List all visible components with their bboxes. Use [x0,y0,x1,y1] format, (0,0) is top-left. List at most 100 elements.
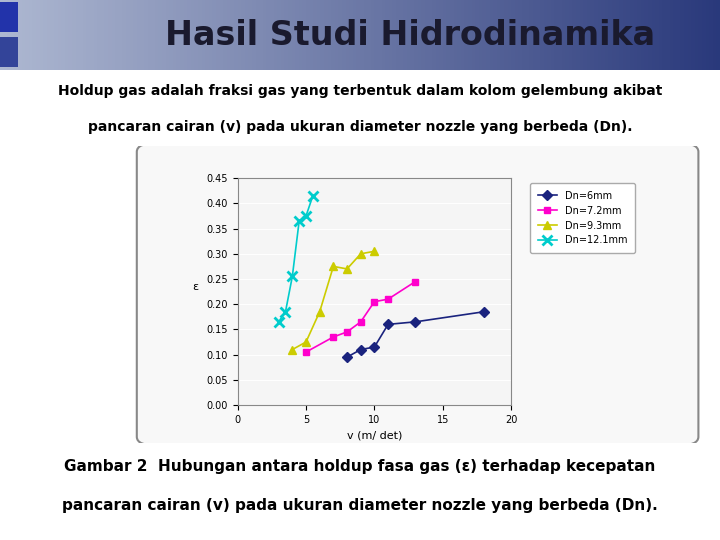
Bar [252,0,256,70]
Bar [659,0,662,70]
Bar [691,0,695,70]
Bar [526,0,529,70]
Bar [695,0,698,70]
Bar [313,0,317,70]
Bar [94,0,97,70]
Bar [562,0,565,70]
FancyBboxPatch shape [137,143,698,446]
Bar [0,2,18,31]
Dn=6mm [343,354,351,360]
Bar [551,0,554,70]
Bar [14,0,18,70]
Bar [468,0,472,70]
Bar [500,0,504,70]
Bar [490,0,493,70]
Bar [461,0,464,70]
Bar [191,0,194,70]
Dn=7.2mm [329,334,338,340]
Bar [713,0,716,70]
Bar [310,0,313,70]
Bar [317,0,320,70]
Bar [612,0,616,70]
Bar [454,0,457,70]
Bar [583,0,587,70]
Bar [536,0,540,70]
Bar [36,0,40,70]
Bar [202,0,205,70]
Text: pancaran cairan (v) pada ukuran diameter nozzle yang berbeda (Dn).: pancaran cairan (v) pada ukuran diameter… [62,497,658,512]
Bar [40,0,43,70]
Bar [61,0,65,70]
Bar [108,0,112,70]
Bar [148,0,151,70]
Dn=7.2mm [384,296,392,302]
Bar [432,0,436,70]
Dn=9.3mm [288,346,297,353]
Bar [126,0,130,70]
Text: pancaran cairan (v) pada ukuran diameter nozzle yang berbeda (Dn).: pancaran cairan (v) pada ukuran diameter… [88,120,632,134]
Bar [241,0,245,70]
Bar [29,0,32,70]
Bar [515,0,518,70]
Bar [284,0,288,70]
Bar [378,0,382,70]
Bar [598,0,601,70]
Bar [266,0,270,70]
Bar [101,0,104,70]
Bar [569,0,572,70]
Bar [504,0,508,70]
Bar [400,0,403,70]
Bar [86,0,90,70]
Dn=9.3mm [343,266,351,272]
Bar [324,0,328,70]
Bar [529,0,533,70]
Bar [58,0,61,70]
Bar [281,0,284,70]
Dn=7.2mm [356,319,365,325]
Dn=7.2mm [411,278,420,285]
Bar [292,0,295,70]
Dn=9.3mm [315,308,324,315]
Dn=9.3mm [329,263,338,269]
Bar [425,0,428,70]
Bar [4,0,7,70]
Text: Hasil Studi Hidrodinamika: Hasil Studi Hidrodinamika [166,18,655,52]
Bar [65,0,68,70]
Bar [68,0,72,70]
Bar [522,0,526,70]
Bar [0,0,4,70]
Bar [140,0,144,70]
Y-axis label: ε: ε [192,281,198,292]
Bar [342,0,346,70]
Bar [554,0,558,70]
Line: Dn=6mm: Dn=6mm [343,308,487,361]
Line: Dn=7.2mm: Dn=7.2mm [302,278,419,355]
Bar [706,0,709,70]
Bar [698,0,702,70]
Bar [104,0,108,70]
Dn=6mm [384,321,392,328]
Bar [666,0,670,70]
Bar [245,0,248,70]
Bar [72,0,76,70]
Dn=7.2mm [370,299,379,305]
Bar [709,0,713,70]
Bar [130,0,133,70]
Bar [385,0,389,70]
Bar [511,0,515,70]
Bar [446,0,450,70]
Bar [353,0,356,70]
Bar [274,0,277,70]
Bar [670,0,673,70]
Bar [194,0,198,70]
Bar [407,0,410,70]
Bar [18,0,22,70]
Bar [572,0,576,70]
Bar [169,0,173,70]
Bar [83,0,86,70]
Dn=12.1mm [295,218,304,224]
Bar [180,0,184,70]
Bar [634,0,637,70]
Bar [367,0,371,70]
Bar [32,0,36,70]
